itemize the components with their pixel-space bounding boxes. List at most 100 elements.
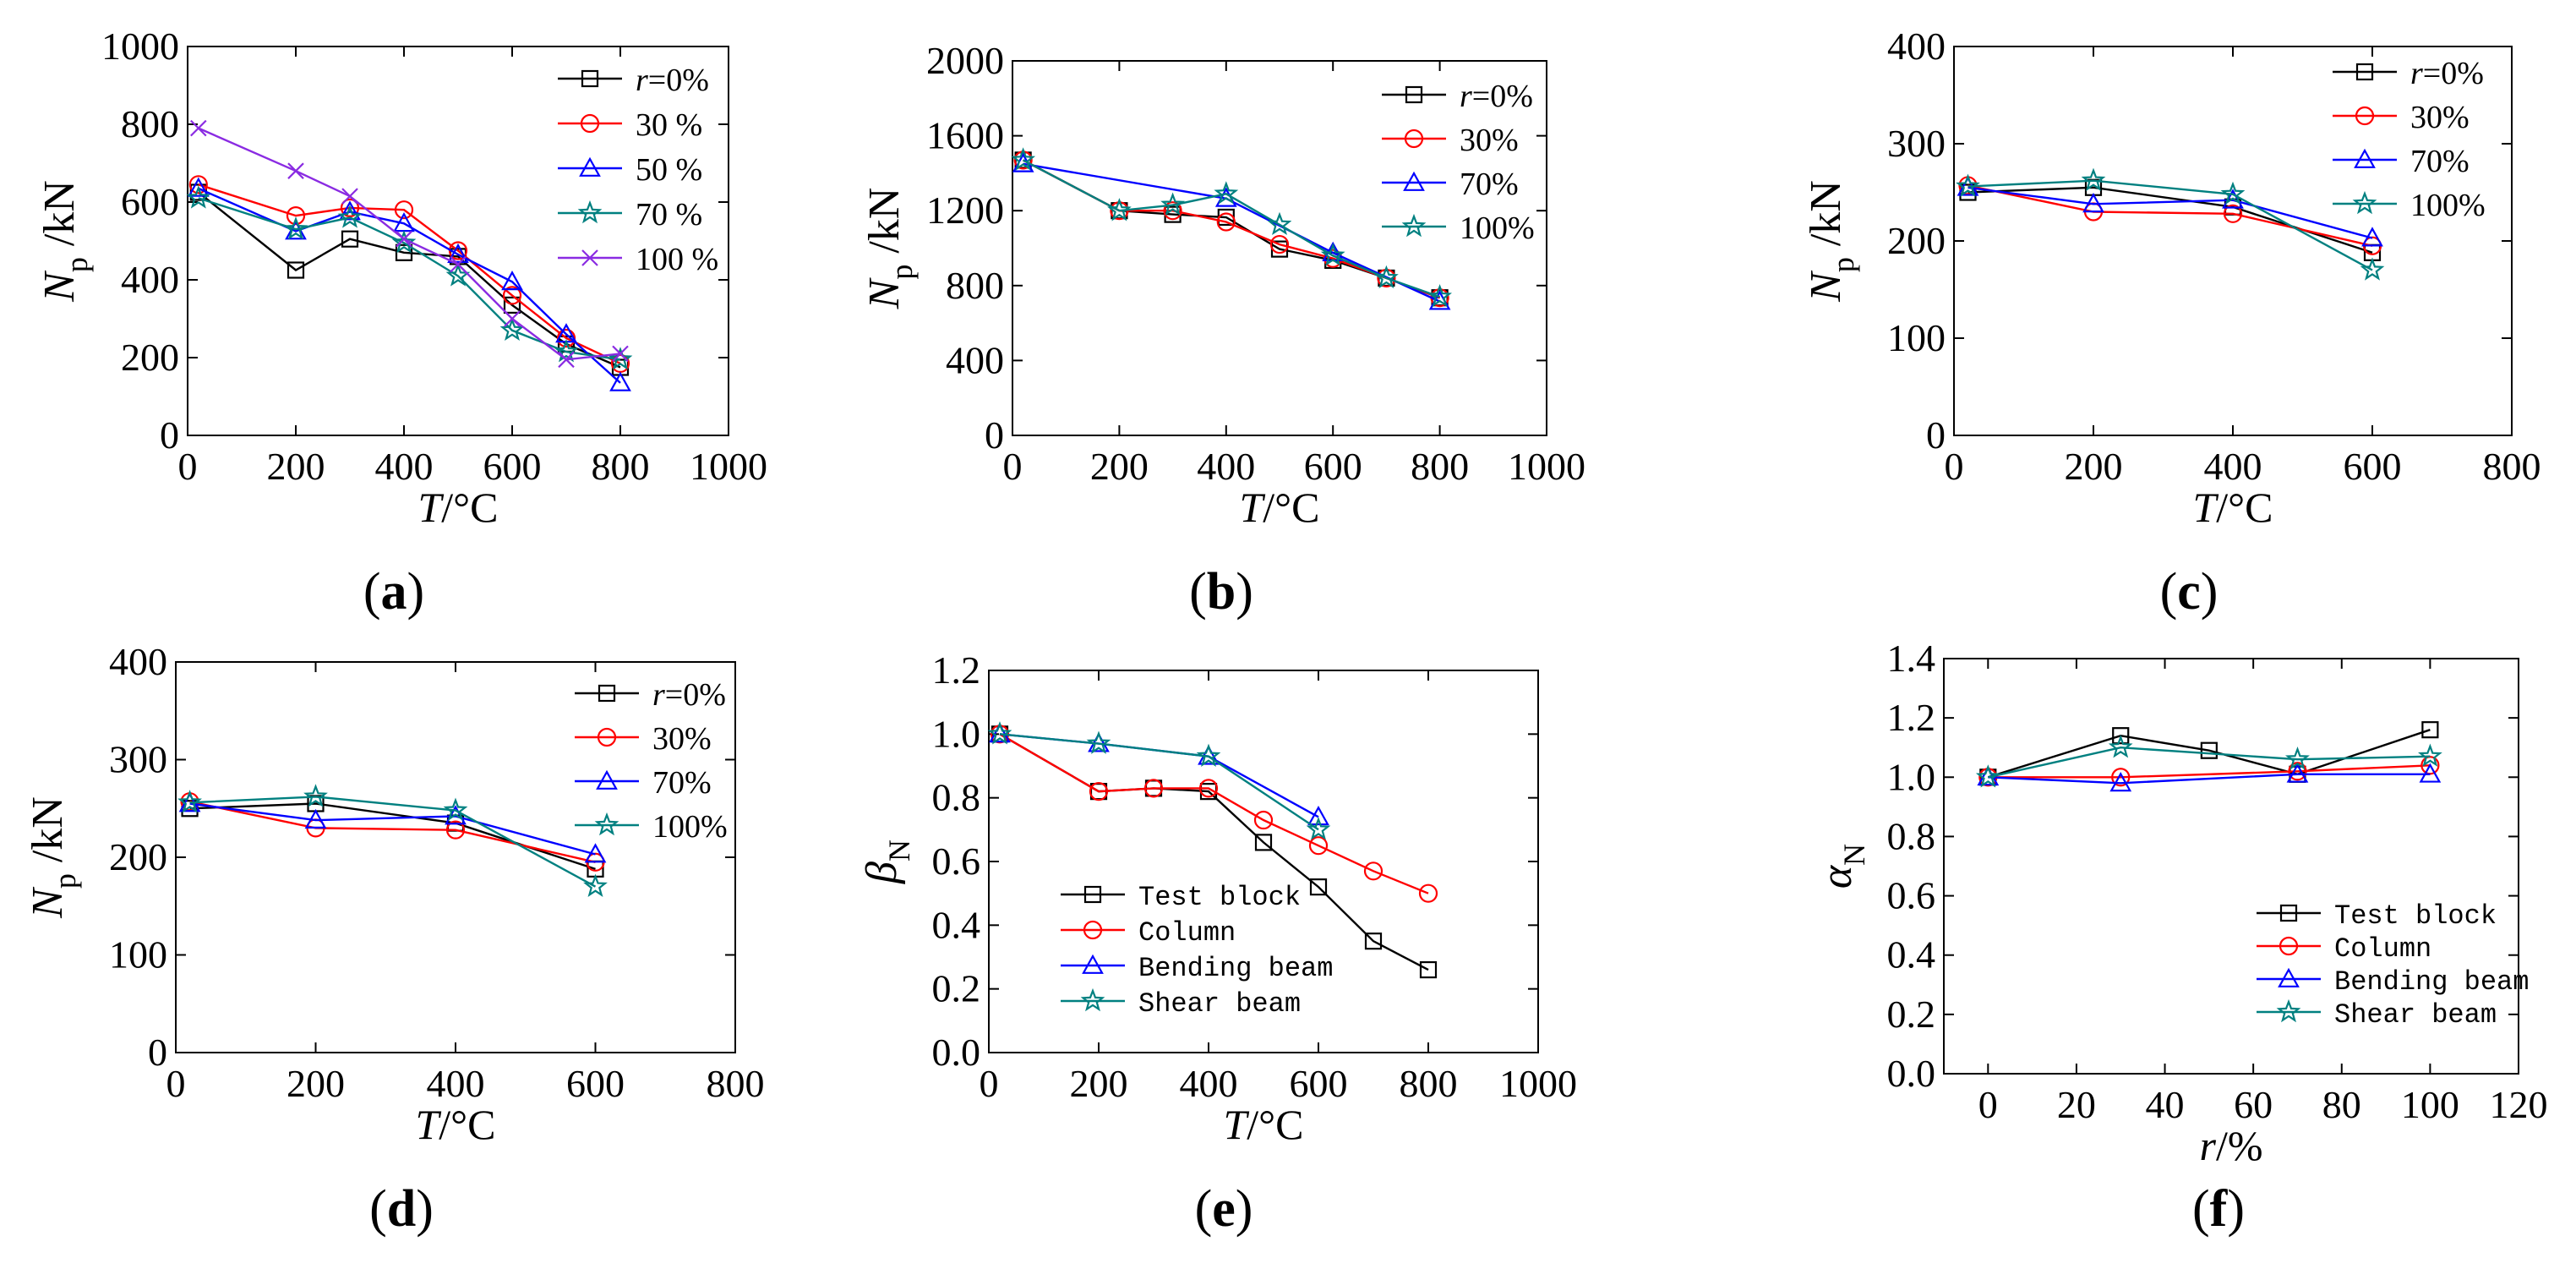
legend-marker (1083, 885, 1102, 904)
chart-panel-a: 0 200 400 600 800 1000 0 200 400 600 800 1000 T/°C Np… (35, 25, 767, 621)
data-point (447, 243, 469, 263)
y-tick-label: 300 (1887, 122, 1946, 165)
y-axis-label-var: N (860, 276, 909, 309)
y-tick-label: 1.0 (1887, 755, 1936, 798)
panel-label-close: ) (1236, 1180, 1253, 1238)
legend-label-rest: =0% (648, 63, 709, 98)
legend-marker (594, 812, 619, 836)
x-tick-label: 200 (267, 445, 325, 488)
x-tick-label: 0 (1945, 445, 1964, 488)
y-tick-label: 300 (109, 738, 167, 781)
data-point (609, 371, 631, 391)
series-1 (1013, 150, 1449, 308)
legend-marker (2276, 998, 2301, 1023)
legend-label: Test block (2334, 900, 2497, 932)
data-point (608, 347, 633, 370)
data-point (443, 797, 468, 821)
data-point (283, 216, 308, 240)
legend-label: 70% (2410, 144, 2470, 179)
data-point (339, 200, 361, 221)
series-line (1967, 184, 2373, 247)
data-point (2112, 727, 2130, 745)
y-tick-label: 200 (121, 336, 179, 379)
data-point (450, 255, 467, 273)
legend-marker (1403, 171, 1425, 191)
legend: r=0% 30% 70% 100% (1382, 79, 1535, 246)
series-line (198, 127, 621, 361)
legend-label: 70 % (636, 197, 702, 232)
x-tick-label: 800 (2483, 445, 2541, 488)
data-point (1956, 173, 1980, 197)
x-tick-label: 400 (1180, 1062, 1238, 1105)
panel-label-open: ( (363, 563, 381, 621)
panel-label: (c) (2160, 563, 2219, 621)
legend: r=0% 30% 70% 100% (575, 677, 728, 845)
data-point (1309, 878, 1328, 896)
series-0 (1959, 178, 2382, 261)
data-point (341, 188, 358, 205)
y-tick-label: 800 (946, 264, 1004, 307)
data-point (187, 177, 210, 197)
x-tick-label: 0 (178, 445, 198, 488)
series-line (1967, 186, 2373, 239)
legend-label: 50 % (636, 152, 702, 188)
legend-label: 100 % (636, 242, 718, 277)
panel-label-close: ) (2201, 563, 2219, 621)
x-axis-label-var: T (418, 484, 444, 531)
y-tick-label: 400 (946, 338, 1004, 381)
series-3 (1975, 735, 2442, 788)
x-tick-label: 40 (2146, 1083, 2185, 1126)
data-point (1253, 810, 1274, 830)
legend-label: Shear beam (2334, 999, 2497, 1031)
x-axis-label-unit: /% (2216, 1122, 2263, 1169)
y-tick-label: 0.8 (1887, 814, 1936, 857)
y-tick-label: 600 (121, 180, 179, 223)
panel-label: (a) (363, 563, 424, 621)
data-point (2223, 204, 2243, 223)
y-axis-label-unit: /kN (35, 180, 84, 257)
y-tick-label: 0.6 (932, 840, 981, 883)
series-line (999, 733, 1319, 831)
legend-label: 30 % (636, 107, 702, 143)
panel-label-letter: b (1207, 563, 1236, 621)
y-tick-label: 2000 (926, 39, 1004, 82)
legend: r=0% 30% 70% 100% (2333, 56, 2486, 223)
x-axis-label-var: r (2199, 1122, 2216, 1169)
data-point (303, 784, 328, 807)
x-tick-label: 800 (707, 1062, 765, 1105)
y-tick-label: 0.2 (1887, 993, 1936, 1036)
data-point (2360, 257, 2385, 281)
legend-label: Column (2334, 933, 2431, 965)
panel-label: (d) (369, 1180, 434, 1238)
legend-marker (1082, 954, 1104, 974)
y-tick-label: 400 (1887, 25, 1946, 68)
legend-marker (577, 200, 603, 224)
data-point (395, 243, 413, 261)
y-tick-label: 1.2 (932, 648, 981, 692)
y-tick-label: 0.2 (932, 967, 981, 1010)
series-2 (989, 723, 1329, 826)
y-tick-label: 0 (160, 413, 179, 457)
data-point (583, 873, 608, 897)
x-axis-label-unit: /°C (1263, 484, 1319, 531)
data-point (1320, 243, 1345, 266)
legend-label: r=0% (2410, 56, 2484, 91)
x-tick-label: 200 (287, 1062, 345, 1105)
x-axis-label: T/°C (1223, 1101, 1303, 1148)
series-1 (990, 725, 1438, 903)
data-point (2361, 227, 2383, 247)
y-tick-label: 1200 (926, 189, 1004, 232)
legend-label: 30% (652, 721, 712, 757)
series-3 (1956, 167, 2385, 281)
data-point (502, 286, 522, 305)
x-tick-label: 600 (566, 1062, 625, 1105)
panel-label-open: ( (1189, 563, 1207, 621)
series-3 (177, 784, 608, 897)
legend-label: 100% (652, 809, 728, 845)
data-point (1196, 743, 1221, 767)
y-tick-label: 1.0 (932, 712, 981, 755)
legend-marker (2355, 106, 2375, 126)
series-line (999, 733, 1319, 818)
legend-marker (2279, 936, 2299, 956)
